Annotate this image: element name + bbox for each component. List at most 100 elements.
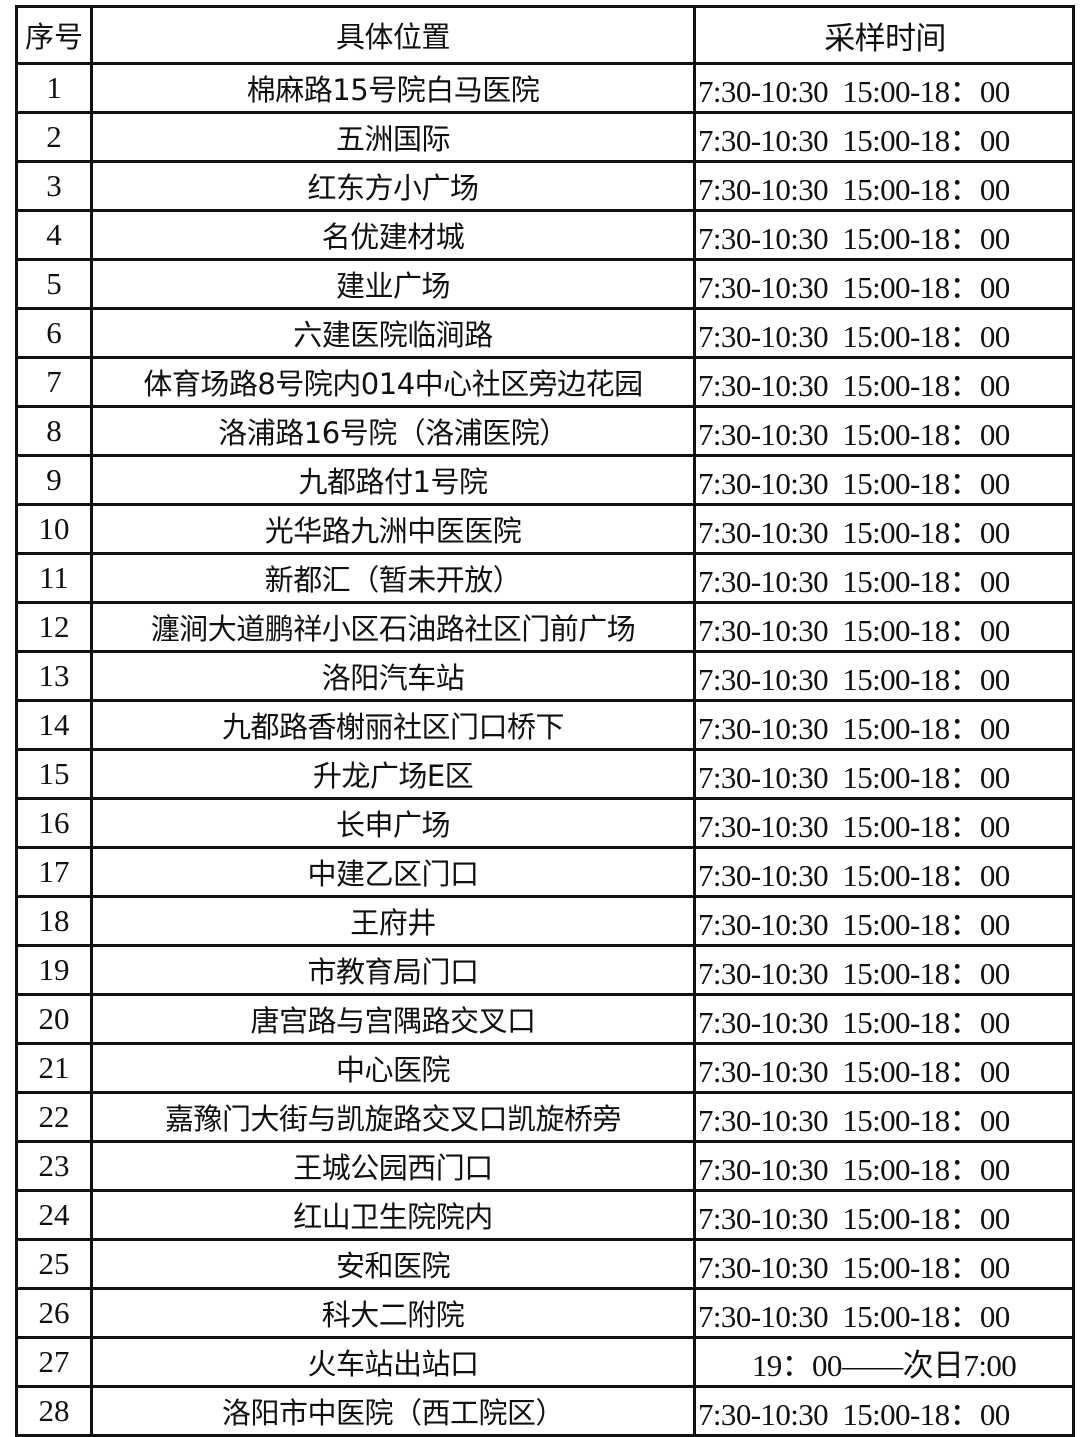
header-location: 具体位置 bbox=[90, 5, 696, 65]
table-row: 10 光华路九洲中医医院 7:30-10:30 15:00-18：00 bbox=[15, 503, 1075, 555]
row-number: 26 bbox=[15, 1287, 93, 1339]
row-time: 7:30-10:30 15:00-18：00 bbox=[693, 1140, 1075, 1192]
row-time: 7:30-10:30 15:00-18：00 bbox=[693, 209, 1075, 261]
row-location: 新都汇（暂未开放） bbox=[90, 552, 696, 604]
row-location: 长申广场 bbox=[90, 797, 696, 849]
header-time: 采样时间 bbox=[693, 5, 1075, 65]
row-number: 2 bbox=[15, 111, 93, 163]
row-number: 11 bbox=[15, 552, 93, 604]
table-row: 18 王府井 7:30-10:30 15:00-18：00 bbox=[15, 895, 1075, 947]
row-number: 22 bbox=[15, 1091, 93, 1143]
row-location: 火车站出站口 bbox=[90, 1336, 696, 1388]
row-location: 唐宫路与宫隅路交叉口 bbox=[90, 993, 696, 1045]
row-time: 7:30-10:30 15:00-18：00 bbox=[693, 503, 1075, 555]
row-location: 中心医院 bbox=[90, 1042, 696, 1094]
row-location: 科大二附院 bbox=[90, 1287, 696, 1339]
row-location: 名优建材城 bbox=[90, 209, 696, 261]
table-row: 15 升龙广场E区 7:30-10:30 15:00-18：00 bbox=[15, 748, 1075, 800]
table-body: 1 棉麻路15号院白马医院 7:30-10:30 15:00-18：00 2 五洲国际 7… bbox=[15, 62, 1075, 1437]
row-time: 7:30-10:30 15:00-18：00 bbox=[693, 944, 1075, 996]
row-number: 4 bbox=[15, 209, 93, 261]
row-time: 7:30-10:30 15:00-18：00 bbox=[693, 111, 1075, 163]
table-row: 8 洛浦路16号院（洛浦医院） 7:30-10:30 15:00-18：00 bbox=[15, 405, 1075, 457]
table-row: 17 中建乙区门口 7:30-10:30 15:00-18：00 bbox=[15, 846, 1075, 898]
row-number: 13 bbox=[15, 650, 93, 702]
row-number: 23 bbox=[15, 1140, 93, 1192]
row-number: 20 bbox=[15, 993, 93, 1045]
row-time: 7:30-10:30 15:00-18：00 bbox=[693, 160, 1075, 212]
row-number: 10 bbox=[15, 503, 93, 555]
row-time: 7:30-10:30 15:00-18：00 bbox=[693, 1238, 1075, 1290]
row-number: 7 bbox=[15, 356, 93, 408]
row-time: 7:30-10:30 15:00-18：00 bbox=[693, 454, 1075, 506]
row-location: 安和医院 bbox=[90, 1238, 696, 1290]
row-time: 7:30-10:30 15:00-18：00 bbox=[693, 650, 1075, 702]
table-row: 14 九都路香榭丽社区门口桥下 7:30-10:30 15:00-18：00 bbox=[15, 699, 1075, 751]
row-time: 7:30-10:30 15:00-18：00 bbox=[693, 405, 1075, 457]
row-time: 7:30-10:30 15:00-18：00 bbox=[693, 895, 1075, 947]
row-time: 7:30-10:30 15:00-18：00 bbox=[693, 1042, 1075, 1094]
row-time: 7:30-10:30 15:00-18：00 bbox=[693, 62, 1075, 114]
row-number: 3 bbox=[15, 160, 93, 212]
row-time: 7:30-10:30 15:00-18：00 bbox=[693, 797, 1075, 849]
table-row: 26 科大二附院 7:30-10:30 15:00-18：00 bbox=[15, 1287, 1075, 1339]
row-location: 王府井 bbox=[90, 895, 696, 947]
header-number: 序号 bbox=[15, 5, 93, 65]
row-number: 24 bbox=[15, 1189, 93, 1241]
row-time: 7:30-10:30 15:00-18：00 bbox=[693, 748, 1075, 800]
row-time: 7:30-10:30 15:00-18：00 bbox=[693, 699, 1075, 751]
row-time: 7:30-10:30 15:00-18：00 bbox=[693, 1091, 1075, 1143]
row-time: 7:30-10:30 15:00-18：00 bbox=[693, 307, 1075, 359]
row-number: 18 bbox=[15, 895, 93, 947]
row-number: 27 bbox=[15, 1336, 93, 1388]
sampling-sites-table: 序号 具体位置 采样时间 1 棉麻路15号院白马医院 7:30-10:30 15:0… bbox=[15, 5, 1075, 1437]
row-location: 体育场路8号院内014中心社区旁边花园 bbox=[90, 356, 696, 408]
row-location: 九都路香榭丽社区门口桥下 bbox=[90, 699, 696, 751]
row-location: 五洲国际 bbox=[90, 111, 696, 163]
row-number: 17 bbox=[15, 846, 93, 898]
row-number: 16 bbox=[15, 797, 93, 849]
table-header-row: 序号 具体位置 采样时间 bbox=[15, 5, 1075, 65]
table-row: 24 红山卫生院院内 7:30-10:30 15:00-18：00 bbox=[15, 1189, 1075, 1241]
row-time: 7:30-10:30 15:00-18：00 bbox=[693, 601, 1075, 653]
row-number: 21 bbox=[15, 1042, 93, 1094]
table-row: 11 新都汇（暂未开放） 7:30-10:30 15:00-18：00 bbox=[15, 552, 1075, 604]
row-location: 九都路付1号院 bbox=[90, 454, 696, 506]
table-row: 20 唐宫路与宫隅路交叉口 7:30-10:30 15:00-18：00 bbox=[15, 993, 1075, 1045]
row-location: 洛阳汽车站 bbox=[90, 650, 696, 702]
table-row: 13 洛阳汽车站 7:30-10:30 15:00-18：00 bbox=[15, 650, 1075, 702]
table-row: 28 洛阳市中医院（西工院区） 7:30-10:30 15:00-18：00 bbox=[15, 1385, 1075, 1437]
row-time: 7:30-10:30 15:00-18：00 bbox=[693, 552, 1075, 604]
table-row: 5 建业广场 7:30-10:30 15:00-18：00 bbox=[15, 258, 1075, 310]
row-time: 7:30-10:30 15:00-18：00 bbox=[693, 1287, 1075, 1339]
row-time: 7:30-10:30 15:00-18：00 bbox=[693, 846, 1075, 898]
row-location: 洛浦路16号院（洛浦医院） bbox=[90, 405, 696, 457]
row-number: 1 bbox=[15, 62, 93, 114]
row-location: 红东方小广场 bbox=[90, 160, 696, 212]
table-row: 12 瀍涧大道鹏祥小区石油路社区门前广场 7:30-10:30 15:00-18：0… bbox=[15, 601, 1075, 653]
row-location: 升龙广场E区 bbox=[90, 748, 696, 800]
table-row: 3 红东方小广场 7:30-10:30 15:00-18：00 bbox=[15, 160, 1075, 212]
row-location: 中建乙区门口 bbox=[90, 846, 696, 898]
table-row: 23 王城公园西门口 7:30-10:30 15:00-18：00 bbox=[15, 1140, 1075, 1192]
row-location: 红山卫生院院内 bbox=[90, 1189, 696, 1241]
table-row: 1 棉麻路15号院白马医院 7:30-10:30 15:00-18：00 bbox=[15, 62, 1075, 114]
table-row: 25 安和医院 7:30-10:30 15:00-18：00 bbox=[15, 1238, 1075, 1290]
row-time: 7:30-10:30 15:00-18：00 bbox=[693, 356, 1075, 408]
row-time: 7:30-10:30 15:00-18：00 bbox=[693, 1385, 1075, 1437]
table-row: 22 嘉豫门大街与凯旋路交叉口凯旋桥旁 7:30-10:30 15:00-18：00 bbox=[15, 1091, 1075, 1143]
row-number: 25 bbox=[15, 1238, 93, 1290]
table-row: 21 中心医院 7:30-10:30 15:00-18：00 bbox=[15, 1042, 1075, 1094]
row-number: 12 bbox=[15, 601, 93, 653]
row-location: 六建医院临涧路 bbox=[90, 307, 696, 359]
row-location: 建业广场 bbox=[90, 258, 696, 310]
row-number: 6 bbox=[15, 307, 93, 359]
row-time: 7:30-10:30 15:00-18：00 bbox=[693, 258, 1075, 310]
row-number: 5 bbox=[15, 258, 93, 310]
table-row: 6 六建医院临涧路 7:30-10:30 15:00-18：00 bbox=[15, 307, 1075, 359]
row-location: 洛阳市中医院（西工院区） bbox=[90, 1385, 696, 1437]
row-number: 19 bbox=[15, 944, 93, 996]
row-number: 28 bbox=[15, 1385, 93, 1437]
table-row: 9 九都路付1号院 7:30-10:30 15:00-18：00 bbox=[15, 454, 1075, 506]
table-row: 19 市教育局门口 7:30-10:30 15:00-18：00 bbox=[15, 944, 1075, 996]
